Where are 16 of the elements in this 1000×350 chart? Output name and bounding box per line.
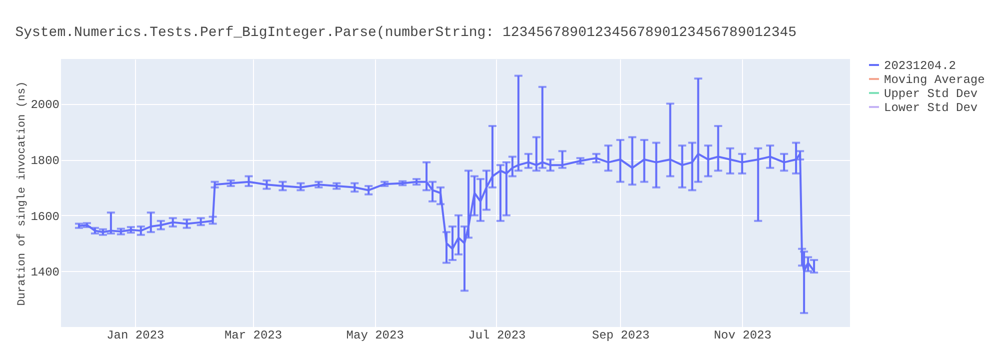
chart-title: System.Numerics.Tests.Perf_BigInteger.Parse(numberString: 12345678901234567890123456789012345 (15, 25, 797, 41)
y-tick-label: 2000 (30, 98, 60, 112)
x-tick-label: Sep 2023 (592, 328, 650, 342)
x-tick-label: Nov 2023 (714, 328, 772, 342)
x-tick-label: May 2023 (346, 328, 404, 342)
x-tick-label: Jan 2023 (106, 328, 164, 342)
legend-label: Upper Std Dev (884, 87, 978, 101)
y-tick-label: 1600 (30, 210, 60, 224)
x-tick-label: Mar 2023 (224, 328, 282, 342)
x-tick-label: Jul 2023 (468, 328, 526, 342)
y-tick-label: 1800 (30, 154, 60, 168)
legend-label: Lower Std Dev (884, 101, 978, 115)
legend-label: Moving Average (884, 73, 985, 87)
y-axis-title: Duration of single invocation (ns) (16, 81, 29, 306)
legend-label: 20231204.2 (884, 59, 956, 73)
y-tick-label: 1400 (30, 266, 60, 280)
